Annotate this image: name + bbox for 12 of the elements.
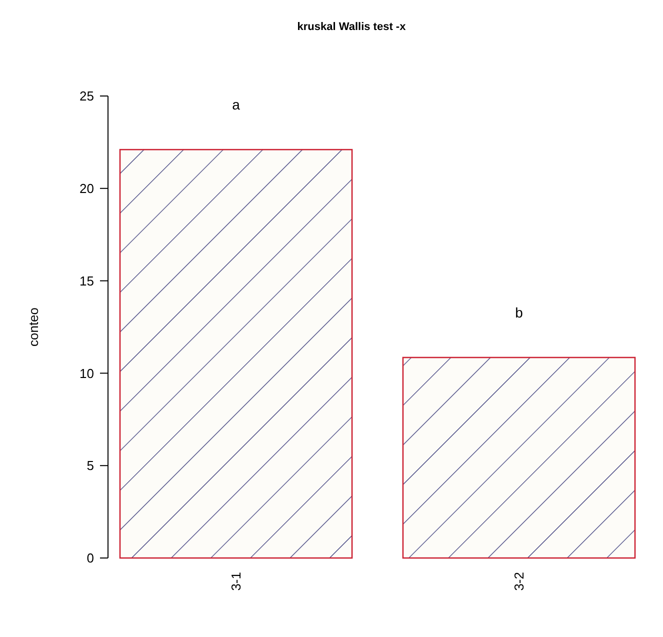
y-tick-label: 0 [86, 550, 94, 566]
annotation: b [515, 304, 524, 320]
annotation: a [232, 96, 240, 113]
y-axis-title: conteo [26, 307, 41, 347]
x-tick-label: 3-2 [512, 572, 527, 591]
y-tick-label: 20 [80, 180, 94, 196]
chart-title: kruskal Wallis test -x [297, 21, 407, 33]
y-tick-label: 10 [80, 366, 94, 381]
y-tick-label: 25 [80, 88, 94, 104]
y-tick-label: 15 [80, 273, 94, 288]
x-tick-label: 3-1 [228, 572, 244, 591]
y-tick-label: 5 [86, 458, 94, 474]
